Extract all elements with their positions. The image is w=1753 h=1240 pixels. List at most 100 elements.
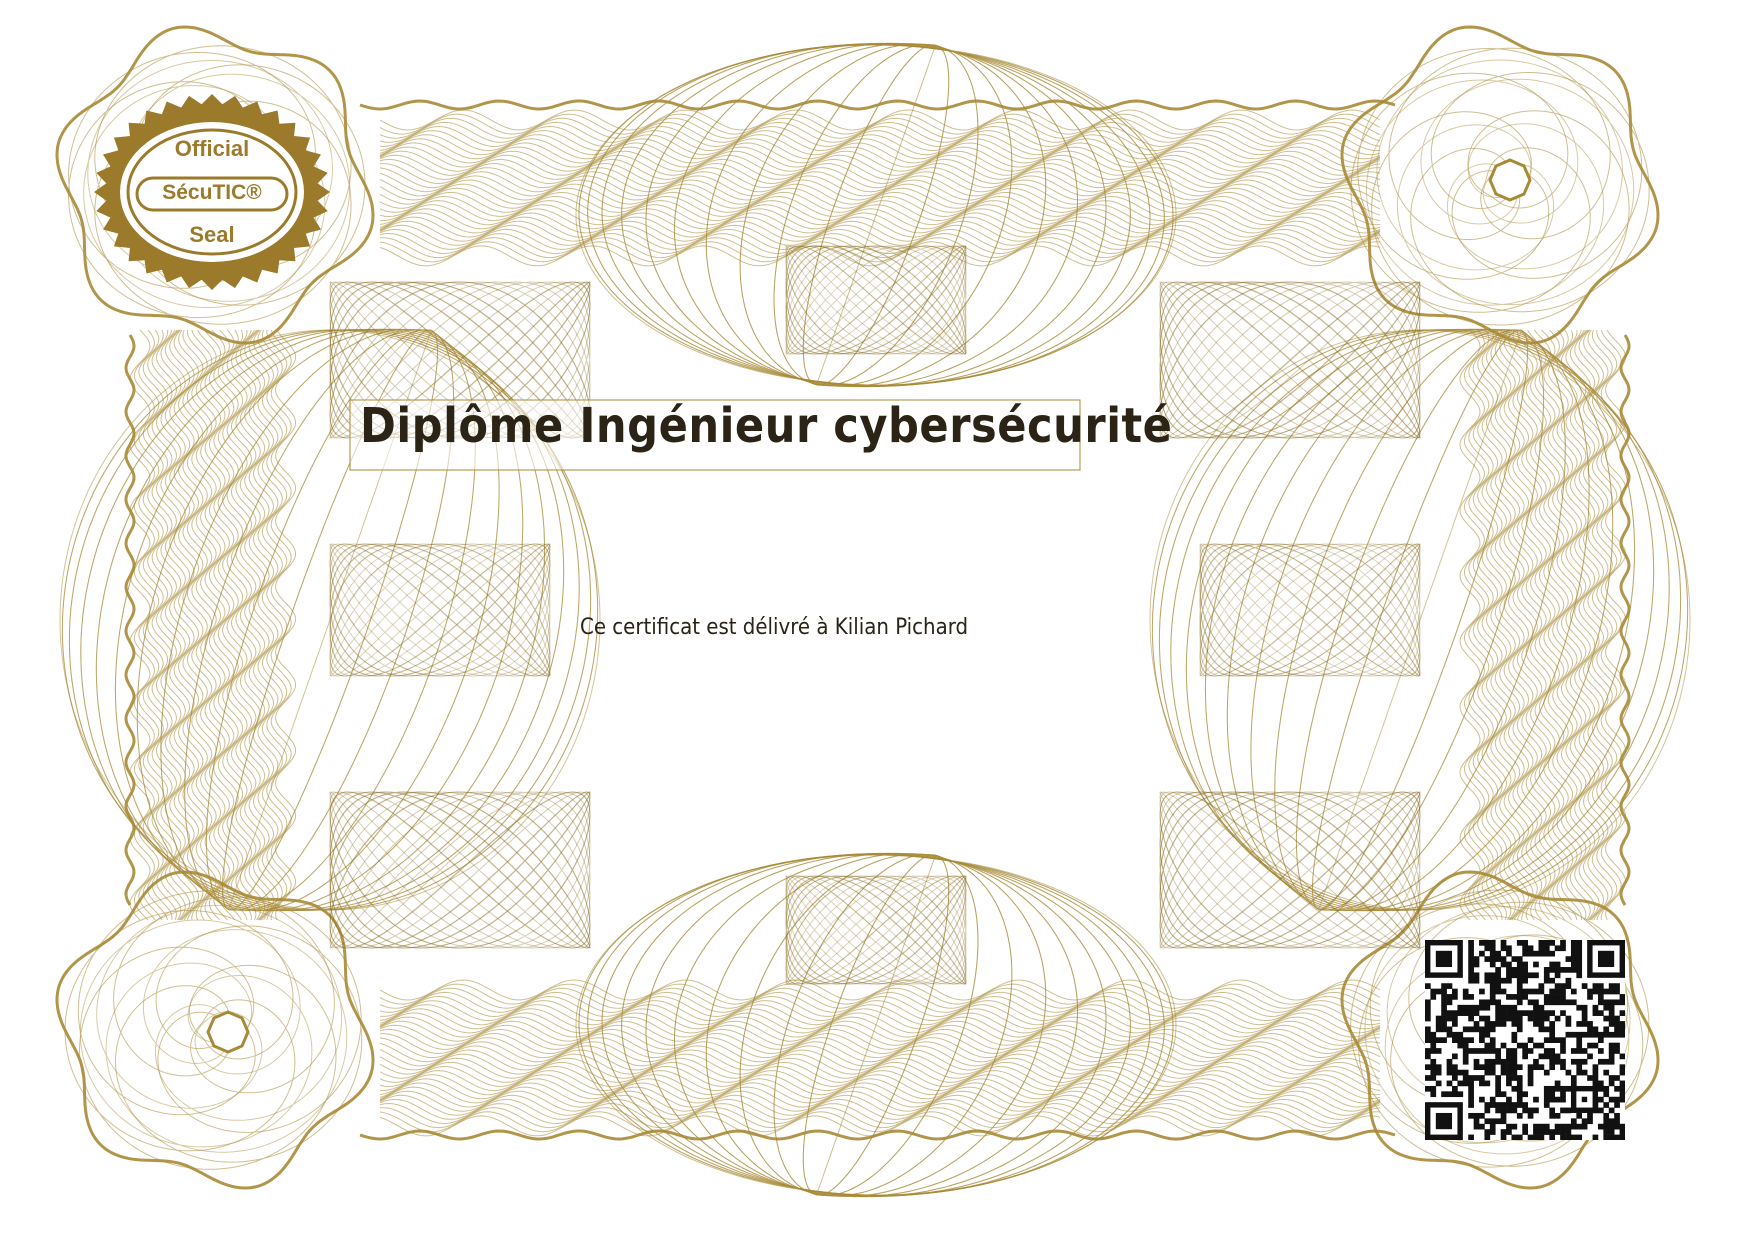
seal-bottom-text: Seal <box>189 222 235 247</box>
guilloche-line <box>379 158 1381 180</box>
certificate-title: Diplôme Ingénieur cybersécurité <box>360 398 1173 454</box>
guilloche-line <box>785 245 967 355</box>
guilloche-line <box>674 852 1078 1198</box>
guilloche-line <box>129 329 151 921</box>
guilloche-line <box>1459 329 1481 921</box>
guilloche-line <box>705 853 1047 1197</box>
guilloche-line <box>266 329 288 921</box>
guilloche-line <box>1159 281 1421 439</box>
guilloche-line <box>379 154 1381 176</box>
guilloche-line <box>1199 543 1421 677</box>
guilloche-line <box>329 543 551 677</box>
guilloche-line <box>1159 281 1421 439</box>
guilloche-line <box>61 329 599 911</box>
guilloche-line <box>785 875 967 985</box>
guilloche-line <box>785 875 967 985</box>
guilloche-line <box>1159 791 1421 949</box>
guilloche-line <box>379 1037 1381 1059</box>
guilloche-line <box>204 329 226 921</box>
guilloche-line <box>621 43 1131 387</box>
guilloche-line <box>379 1078 1381 1100</box>
guilloche-line <box>177 329 200 921</box>
guilloche-line <box>739 43 1013 387</box>
guilloche-line <box>329 281 591 439</box>
guilloche-line <box>379 224 1381 246</box>
guilloche-line <box>1556 329 1578 921</box>
guilloche-line <box>1159 791 1421 949</box>
guilloche-line <box>785 875 967 985</box>
guilloche-line <box>235 329 257 921</box>
guilloche-line <box>1468 329 1490 921</box>
guilloche-line <box>1159 791 1421 949</box>
guilloche-line <box>329 791 591 949</box>
guilloche-line <box>329 791 591 949</box>
guilloche-line <box>1199 543 1421 677</box>
guilloche-line <box>275 329 297 921</box>
guilloche-line <box>380 1070 1381 1092</box>
guilloche-line <box>1159 281 1421 439</box>
guilloche-line <box>645 42 1107 388</box>
guilloche-line <box>169 329 191 921</box>
guilloche-line <box>785 875 967 985</box>
guilloche-line <box>802 854 950 1196</box>
guilloche-line <box>379 1102 1381 1125</box>
guilloche-line <box>114 328 546 912</box>
official-seal: Official SécuTIC® Seal <box>92 92 332 292</box>
guilloche-line <box>329 281 591 439</box>
guilloche-line <box>785 245 967 355</box>
guilloche-line <box>1159 791 1421 949</box>
guilloche-line <box>1170 329 1670 911</box>
guilloche-line <box>785 245 967 355</box>
guilloche-line <box>186 329 208 921</box>
guilloche-line <box>329 281 591 439</box>
guilloche-line <box>379 1000 1381 1022</box>
guilloche-line <box>379 208 1381 230</box>
guilloche-line <box>329 281 591 439</box>
guilloche-line <box>1151 329 1689 911</box>
guilloche-line <box>195 329 217 921</box>
guilloche-line <box>379 1020 1381 1042</box>
guilloche-line <box>379 1094 1381 1116</box>
guilloche-line <box>785 875 967 985</box>
guilloche-line <box>379 1028 1381 1050</box>
guilloche-line <box>601 43 1151 387</box>
guilloche-line <box>785 875 967 985</box>
guilloche-line <box>1565 329 1587 921</box>
guilloche-line <box>1591 329 1613 921</box>
guilloche-line <box>785 875 967 985</box>
guilloche-line <box>1507 329 1530 921</box>
guilloche-line <box>379 1111 1381 1133</box>
qr-code-icon <box>1425 940 1626 1141</box>
text-cartouche <box>615 410 1135 710</box>
guilloche-line <box>1490 329 1512 921</box>
guilloche-line <box>1199 543 1421 677</box>
guilloche-line <box>1226 328 1614 912</box>
guilloche-line <box>329 543 551 677</box>
guilloche-line <box>379 1082 1381 1104</box>
guilloche-line <box>1199 543 1421 677</box>
guilloche-line <box>379 212 1381 234</box>
guilloche-line <box>379 191 1381 213</box>
guilloche-line <box>329 281 591 439</box>
guilloche-line <box>379 162 1381 185</box>
guilloche-line <box>379 987 1381 1009</box>
guilloche-line <box>379 232 1381 255</box>
guilloche-line <box>217 329 239 921</box>
guilloche-line <box>1477 329 1499 921</box>
guilloche-line <box>64 890 363 1170</box>
guilloche-line <box>379 146 1381 168</box>
guilloche-line <box>379 134 1381 156</box>
guilloche-line <box>379 130 1381 152</box>
guilloche-line <box>329 791 591 949</box>
guilloche-line <box>379 117 1381 139</box>
guilloche-line <box>55 25 375 345</box>
guilloche-line <box>1199 543 1421 677</box>
guilloche-line <box>1159 281 1421 439</box>
guilloche-line <box>379 187 1381 209</box>
guilloche-line <box>59 329 601 911</box>
guilloche-line <box>379 995 1381 1018</box>
guilloche-line <box>1159 791 1421 949</box>
guilloche-line <box>379 167 1381 189</box>
guilloche-line <box>1159 281 1421 439</box>
guilloche-line <box>329 281 591 439</box>
